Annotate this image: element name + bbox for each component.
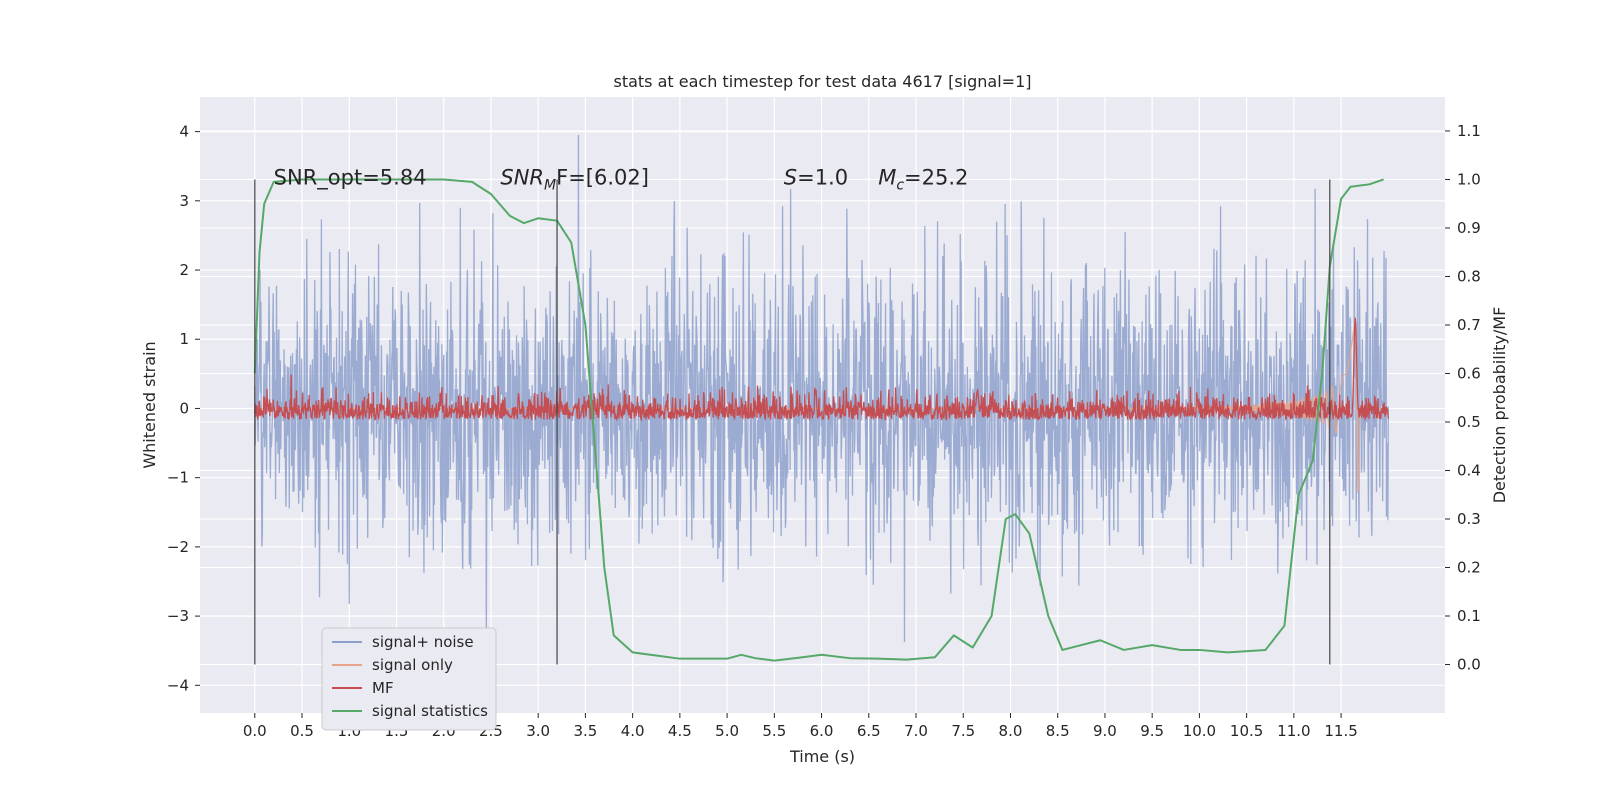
x-tick-label: 4.5 [668, 722, 692, 740]
x-tick-label: 8.5 [1046, 722, 1070, 740]
x-tick-label: 4.0 [621, 722, 645, 740]
y2-tick-label: 0.4 [1457, 461, 1481, 479]
y2-tick-label: 0.7 [1457, 316, 1481, 334]
y2-tick-label: 1.0 [1457, 170, 1481, 188]
y2-tick-label: 0.0 [1457, 655, 1481, 673]
x-tick-label: 8.0 [999, 722, 1023, 740]
y2-tick-label: 0.9 [1457, 219, 1481, 237]
x-tick-label: 3.5 [573, 722, 597, 740]
annotation: SNRMF=[6.02] [500, 165, 649, 193]
y-tick-label: 3 [179, 192, 189, 210]
x-tick-label: 6.5 [857, 722, 881, 740]
annotation-main: SNR [500, 165, 544, 189]
annotation-sub: c [896, 177, 904, 193]
y2-tick-label: 0.1 [1457, 607, 1481, 625]
x-tick-label: 0.0 [243, 722, 267, 740]
y2-axis-title: Detection probability/MF [1490, 307, 1509, 504]
annotation-main: S [784, 165, 797, 189]
x-tick-label: 3.0 [526, 722, 550, 740]
annotation: SNR_opt=5.84 [274, 165, 427, 190]
chart-title: stats at each timestep for test data 461… [613, 72, 1031, 91]
y2-tick-label: 0.6 [1457, 364, 1481, 382]
y2-tick-label: 0.5 [1457, 413, 1481, 431]
y2-tick-label: 0.3 [1457, 510, 1481, 528]
y-tick-label: −1 [167, 469, 189, 487]
y-tick-label: −2 [167, 538, 189, 556]
x-tick-label: 11.5 [1324, 722, 1357, 740]
x-tick-label: 6.0 [810, 722, 834, 740]
series-mf [254, 317, 1389, 422]
annotation-sub: M [544, 177, 556, 193]
y-tick-label: 2 [179, 261, 189, 279]
y-axis-left: −4 −3 −2 −1 0 1 2 3 4 [167, 123, 200, 694]
x-tick-label: 9.5 [1140, 722, 1164, 740]
series-layer [253, 134, 1389, 662]
series-signal-noise [254, 134, 1389, 643]
legend-label: signal+ noise [372, 633, 474, 651]
annotation-tail: =1.0 [797, 165, 848, 189]
legend-label: signal statistics [372, 702, 488, 720]
legend: signal+ noise signal only MF signal statist… [321, 627, 497, 731]
y-tick-label: 0 [179, 399, 189, 417]
y2-tick-label: 0.8 [1457, 267, 1481, 285]
x-tick-label: 0.5 [290, 722, 314, 740]
annotation-tail: F=[6.02] [556, 165, 649, 189]
annotation-main: M [878, 165, 896, 189]
y-axis-title: Whitened strain [140, 341, 159, 468]
y2-tick-label: 1.1 [1457, 122, 1481, 140]
x-tick-label: 10.5 [1230, 722, 1263, 740]
y-tick-label: 4 [179, 123, 189, 141]
x-tick-label: 5.5 [762, 722, 786, 740]
x-tick-label: 7.0 [904, 722, 928, 740]
vertical-markers [254, 179, 1331, 665]
y-tick-label: −4 [167, 676, 189, 694]
annotation-tail: =25.2 [904, 165, 968, 189]
y-axis-right: 0.0 0.1 0.2 0.3 0.4 0.5 0.6 0.7 0.8 0.9 1.0 1.1 [1445, 122, 1481, 673]
y-tick-label: −3 [167, 607, 189, 625]
x-axis-title: Time (s) [789, 747, 855, 766]
x-tick-label: 5.0 [715, 722, 739, 740]
series-signal-statistics [253, 178, 1384, 662]
y2-tick-label: 0.2 [1457, 558, 1481, 576]
legend-box [321, 627, 497, 731]
annotation: S=1.0 [784, 165, 848, 189]
x-tick-label: 11.0 [1277, 722, 1310, 740]
annotation-main: SNR_opt=5.84 [274, 165, 427, 190]
y-tick-label: 1 [179, 330, 189, 348]
x-tick-label: 7.5 [951, 722, 975, 740]
legend-label: signal only [372, 656, 453, 674]
x-tick-label: 9.0 [1093, 722, 1117, 740]
x-tick-label: 10.0 [1183, 722, 1216, 740]
annotation: Mc=25.2 [878, 165, 968, 193]
annotations: SNR_opt=5.84 SNRMF=[6.02] S=1.0 Mc=25.2 [274, 165, 969, 193]
legend-label: MF [372, 679, 394, 697]
